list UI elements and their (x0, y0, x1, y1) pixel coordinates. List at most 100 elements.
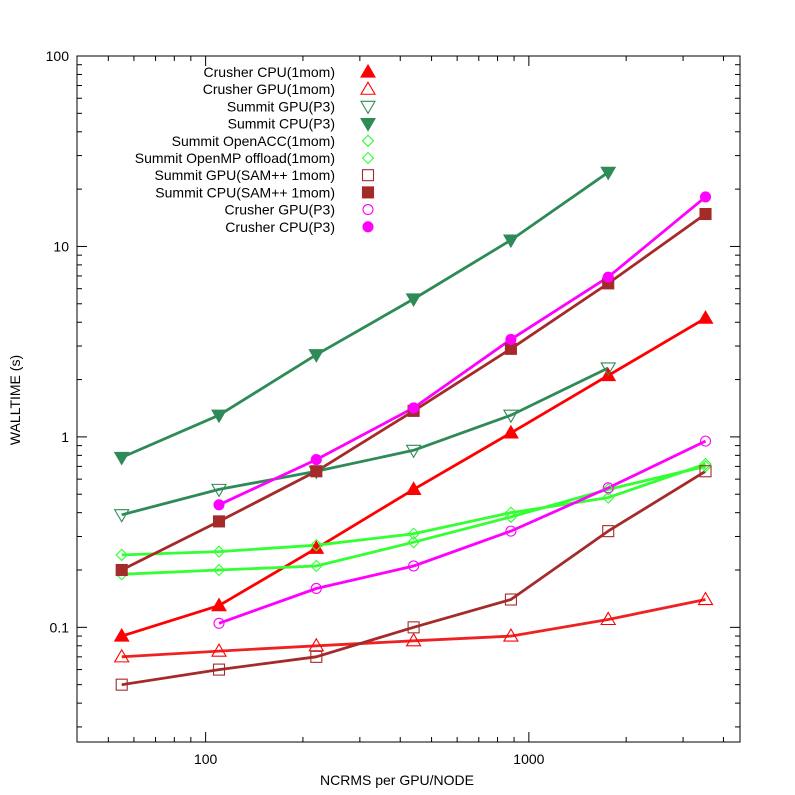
legend-marker-3 (360, 118, 376, 132)
axes: 0.1 1 10 100 100 1000 (46, 48, 741, 767)
data-point-2-5 (600, 362, 617, 377)
legend-marker-9 (362, 221, 374, 233)
data-point-2-4 (502, 409, 519, 424)
data-point-4-3 (407, 527, 420, 541)
series-line-0 (121, 316, 707, 638)
series-line-9 (218, 195, 707, 507)
data-point-1-0 (113, 648, 130, 663)
legend-marker-2 (360, 100, 376, 115)
data-point-5-2 (310, 559, 323, 573)
data-point-9-4 (602, 271, 614, 283)
legend-label-4: Summit OpenACC(1mom) (172, 133, 335, 149)
data-point-6-2 (310, 650, 323, 663)
data-point-6-1 (212, 663, 226, 676)
data-point-2-0 (113, 509, 130, 523)
plot-frame (76, 55, 741, 743)
legend-marker-5 (361, 151, 375, 165)
data-point-2-3 (405, 444, 422, 459)
plot-area (113, 166, 714, 691)
series-line-2 (121, 366, 609, 517)
data-point-8-1 (310, 582, 322, 595)
data-point-3-5 (600, 166, 617, 181)
legend-label-6: Summit GPU(SAM++ 1mom) (155, 167, 335, 183)
data-point-4-1 (212, 545, 226, 558)
data-point-9-0 (213, 499, 225, 511)
data-point-1-1 (211, 643, 227, 657)
data-point-4-2 (310, 538, 323, 552)
legend-label-1: Crusher GPU(1mom) (203, 81, 335, 97)
legend-marker-6 (361, 169, 375, 182)
data-point-6-6 (699, 465, 712, 478)
legend: Crusher CPU(1mom)Crusher GPU(1mom)Summit… (135, 63, 376, 235)
data-point-7-0 (115, 563, 128, 577)
data-point-3-1 (211, 409, 227, 424)
data-point-6-0 (115, 678, 128, 691)
data-point-7-1 (212, 515, 226, 528)
data-point-5-6 (699, 460, 712, 473)
legend-marker-4 (361, 134, 375, 148)
series-line-1 (121, 598, 706, 659)
legend-label-7: Summit CPU(SAM++ 1mom) (155, 184, 335, 200)
data-point-6-3 (407, 621, 420, 634)
data-point-1-6 (697, 591, 714, 606)
data-point-9-5 (699, 191, 712, 203)
data-point-2-1 (211, 483, 227, 498)
data-point-3-4 (502, 234, 519, 249)
data-point-4-0 (115, 548, 128, 562)
data-point-7-4 (504, 342, 517, 355)
data-point-5-1 (212, 563, 226, 577)
y-axis-label: WALLTIME (s) (7, 355, 23, 445)
data-point-8-2 (408, 560, 420, 572)
legend-label-3: Summit CPU(P3) (228, 116, 335, 132)
legend-label-5: Summit OpenMP offload(1mom) (135, 150, 335, 166)
legend-label-9: Crusher CPU(P3) (225, 219, 335, 235)
data-point-4-6 (699, 457, 712, 471)
x-tick-label: 100 (194, 751, 218, 767)
data-point-8-0 (213, 617, 225, 629)
data-point-6-4 (504, 593, 517, 606)
data-point-3-2 (308, 349, 325, 363)
y-tick-label: 0.1 (50, 619, 70, 635)
data-point-3-0 (113, 451, 130, 466)
data-point-1-3 (405, 632, 422, 647)
data-point-0-6 (697, 310, 714, 324)
legend-label-0: Crusher CPU(1mom) (204, 64, 335, 80)
data-point-6-5 (602, 525, 615, 538)
x-tick-label: 1000 (513, 751, 544, 767)
data-point-0-2 (308, 540, 325, 554)
series-line-4 (121, 462, 706, 557)
data-point-7-6 (699, 207, 712, 221)
x-axis-label: NCRMS per GPU/NODE (320, 772, 474, 788)
y-tick-label: 100 (46, 48, 70, 64)
legend-label-2: Summit GPU(P3) (227, 98, 335, 114)
data-point-8-5 (699, 435, 712, 447)
data-point-0-0 (113, 627, 130, 642)
data-point-5-3 (407, 535, 420, 549)
y-tick-label: 1 (61, 429, 69, 445)
data-point-9-2 (408, 402, 420, 414)
data-point-0-1 (211, 597, 227, 612)
data-point-5-4 (504, 510, 518, 524)
legend-marker-1 (360, 81, 376, 95)
data-point-5-5 (601, 483, 615, 496)
data-point-8-3 (505, 525, 517, 537)
data-point-8-4 (602, 482, 614, 494)
data-point-4-5 (601, 491, 615, 504)
legend-marker-0 (360, 63, 376, 78)
data-point-9-1 (310, 454, 322, 466)
data-point-4-4 (504, 506, 518, 519)
legend-marker-8 (362, 204, 374, 216)
data-point-9-3 (505, 333, 517, 345)
data-point-1-4 (502, 627, 519, 642)
series-line-8 (218, 439, 707, 625)
legend-label-8: Crusher GPU(P3) (225, 202, 335, 218)
data-point-0-4 (502, 424, 519, 439)
series-line-3 (121, 171, 610, 459)
data-point-0-3 (405, 481, 422, 495)
data-point-1-5 (600, 611, 617, 626)
data-point-7-2 (310, 465, 323, 478)
data-point-3-3 (405, 293, 422, 308)
y-tick-label: 10 (53, 238, 69, 254)
series-line-6 (121, 470, 707, 687)
